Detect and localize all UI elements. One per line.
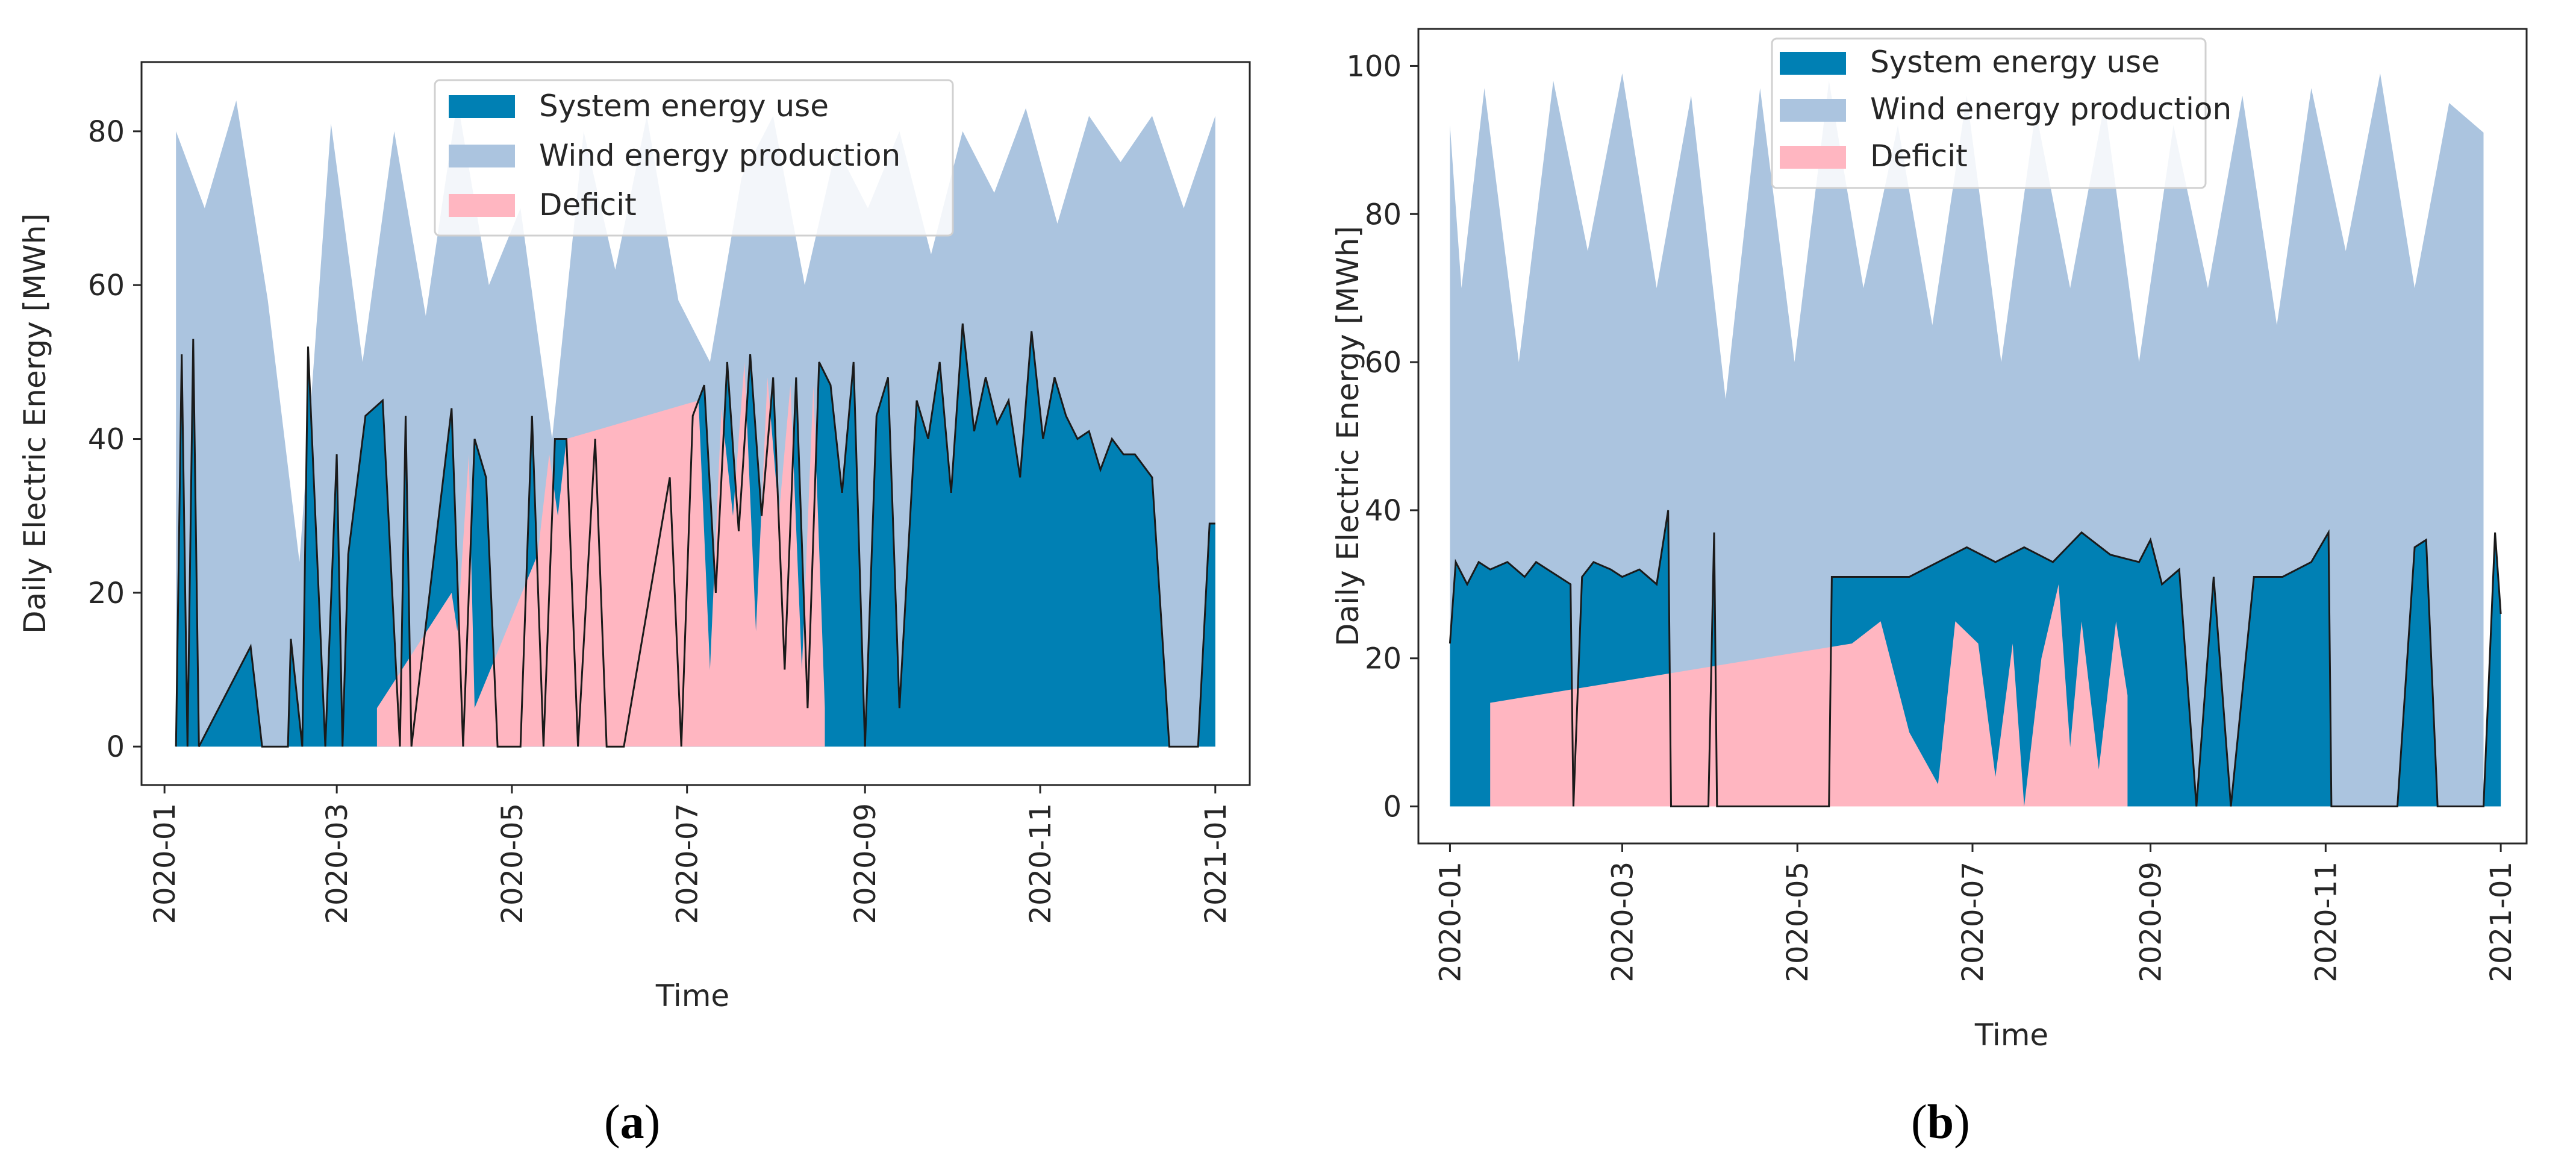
x-tick-label-b-4: 2020-09 (2135, 862, 2168, 983)
x-tick-label-a-1: 2020-03 (320, 803, 354, 924)
legend-label-use-b: System energy use (1870, 45, 2160, 80)
use-line-b (1449, 510, 2502, 807)
legend-label-wind-b: Wind energy production (1870, 92, 2231, 127)
use-line-a (175, 323, 1215, 748)
y-tick-label-a-4: 80 (88, 115, 125, 149)
legend-label-wind-a: Wind energy production (539, 138, 900, 173)
y-tick-label-b-3: 60 (1365, 346, 1402, 380)
x-tick-label-a-4: 2020-09 (849, 803, 882, 924)
y-tick-label-a-2: 40 (88, 423, 125, 457)
x-tick-label-a-6: 2021-01 (1199, 803, 1233, 924)
x-tick-label-a-3: 2020-07 (671, 803, 705, 924)
caption-b-letter: b (1927, 1096, 1954, 1149)
x-tick-label-b-5: 2020-11 (2309, 862, 2343, 983)
plot-frame-a (140, 61, 1251, 786)
x-axis-ticks-a: 2020-01 2020-03 2020-05 2020-07 2020-09 2020-… (148, 785, 1233, 924)
legend-a: System energy use Wind energy production… (434, 79, 954, 237)
x-tick-label-a-0: 2020-01 (148, 803, 182, 924)
caption-a-open: ( (604, 1096, 620, 1149)
legend-label-use-a: System energy use (539, 89, 829, 124)
y-tick-label-a-1: 20 (88, 577, 125, 610)
caption-b-close: ) (1954, 1096, 1970, 1149)
y-tick-label-a-3: 60 (88, 269, 125, 302)
x-tick-label-a-2: 2020-05 (496, 803, 529, 924)
legend-box-a (434, 79, 954, 237)
caption-a-close: ) (644, 1096, 661, 1149)
legend-swatch-deficit-a (449, 194, 515, 217)
caption-b: (b) (1911, 1095, 1970, 1150)
y-tick-label-b-5: 100 (1346, 49, 1402, 83)
x-axis-label-b: Time (1974, 1018, 2048, 1053)
x-tick-label-b-2: 2020-05 (1781, 862, 1815, 983)
y-tick-label-b-4: 80 (1365, 198, 1402, 231)
y-axis-ticks-b: 0 20 40 60 80 100 (1346, 49, 1418, 824)
y-axis-ticks-a: 0 20 40 60 80 (88, 115, 142, 764)
x-tick-label-b-6: 2021-01 (2484, 862, 2518, 983)
x-tick-label-b-0: 2020-01 (1433, 862, 1467, 983)
legend-swatch-use-b (1780, 52, 1846, 75)
deficit-area-b (1490, 584, 2128, 807)
x-tick-label-b-1: 2020-03 (1606, 862, 1639, 983)
legend-swatch-use-a (449, 95, 515, 118)
x-tick-label-a-5: 2020-11 (1024, 803, 1058, 924)
x-axis-label-a: Time (655, 978, 729, 1013)
x-tick-label-b-3: 2020-07 (1956, 862, 1990, 983)
y-axis-label-b: Daily Electric Energy [MWh] (1330, 226, 1365, 646)
y-tick-label-a-0: 0 (106, 730, 125, 764)
legend-label-deficit-a: Deficit (539, 187, 637, 222)
y-tick-label-b-1: 20 (1365, 642, 1402, 676)
y-axis-label-a: Daily Electric Energy [MWh] (17, 213, 52, 634)
legend-swatch-deficit-b (1780, 146, 1846, 169)
caption-a-letter: a (620, 1096, 644, 1149)
legend-box-b (1771, 37, 2207, 189)
deficit-area-a (376, 361, 825, 747)
legend-label-deficit-b: Deficit (1870, 139, 1968, 174)
y-tick-label-b-0: 0 (1383, 790, 1402, 824)
y-tick-label-b-2: 40 (1365, 494, 1402, 528)
caption-a: (a) (604, 1095, 660, 1150)
legend-swatch-wind-b (1780, 99, 1846, 122)
x-axis-ticks-b: 2020-01 2020-03 2020-05 2020-07 2020-09 2020-… (1433, 843, 2518, 983)
legend-swatch-wind-a (449, 145, 515, 167)
wind-area-b (1450, 73, 2484, 807)
legend-b: System energy use Wind energy production… (1771, 37, 2231, 189)
caption-b-open: ( (1911, 1096, 1927, 1149)
